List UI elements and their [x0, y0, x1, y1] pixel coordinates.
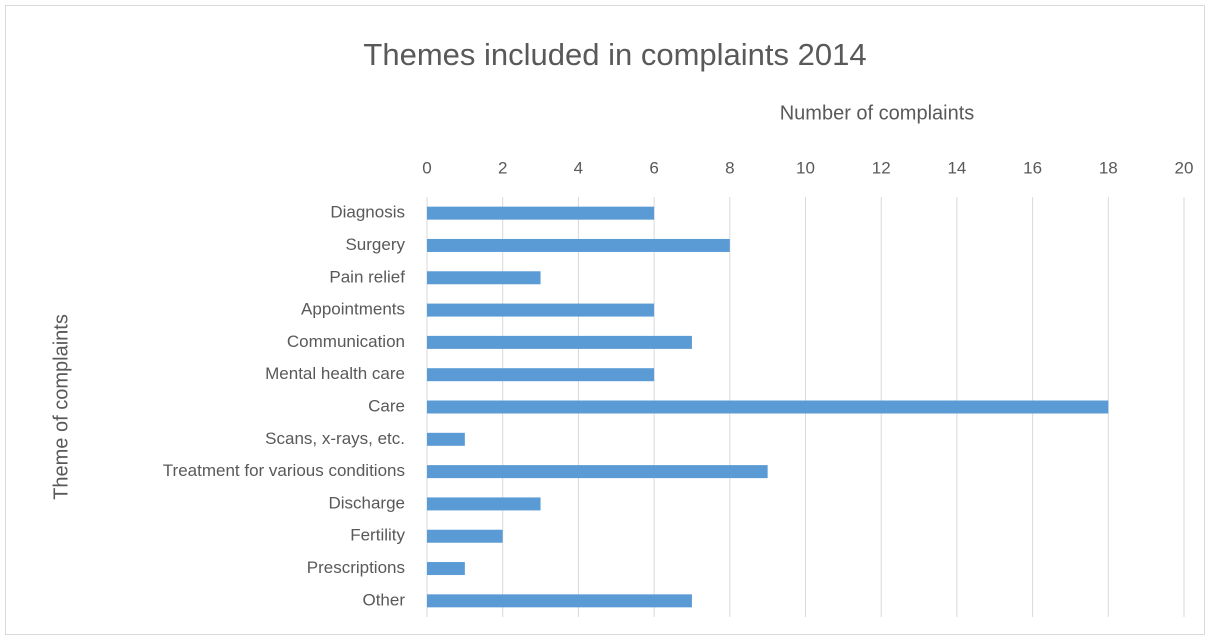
bar — [427, 562, 465, 576]
bar — [427, 238, 730, 252]
bar — [427, 303, 655, 317]
x-tick-label: 8 — [725, 158, 734, 177]
y-tick-label: Mental health care — [265, 364, 405, 383]
bar — [427, 206, 655, 220]
y-tick-label: Care — [368, 396, 405, 415]
x-axis-label: Number of complaints — [780, 102, 975, 124]
bar — [427, 465, 768, 479]
y-tick-label: Fertility — [350, 526, 405, 545]
y-tick-label: Communication — [287, 332, 405, 351]
bar — [427, 368, 655, 382]
y-tick-label: Other — [362, 590, 405, 609]
bar — [427, 497, 541, 511]
x-tick-label: 18 — [1099, 158, 1118, 177]
x-tick-label: 4 — [574, 158, 583, 177]
y-tick-label: Appointments — [301, 300, 405, 319]
y-tick-label: Diagnosis — [330, 203, 405, 222]
y-tick-label: Scans, x-rays, etc. — [265, 429, 405, 448]
x-tick-label: 6 — [649, 158, 658, 177]
y-tick-label: Prescriptions — [307, 558, 405, 577]
x-tick-label: 14 — [947, 158, 966, 177]
bar — [427, 271, 541, 285]
x-tick-label: 2 — [498, 158, 507, 177]
y-tick-label: Surgery — [345, 235, 405, 254]
y-tick-label: Discharge — [328, 493, 405, 512]
x-tick-label: 0 — [422, 158, 431, 177]
bar — [427, 529, 503, 543]
x-tick-label: 16 — [1023, 158, 1042, 177]
y-axis-label: Theme of complaints — [50, 314, 72, 500]
x-tick-label: 20 — [1175, 158, 1194, 177]
bar — [427, 432, 465, 446]
chart-title: Themes included in complaints 2014 — [363, 37, 866, 72]
chart-border — [5, 5, 1205, 635]
x-tick-label: 10 — [796, 158, 815, 177]
bar — [427, 594, 692, 608]
bar — [427, 400, 1109, 414]
x-tick-label: 12 — [872, 158, 891, 177]
y-tick-label: Treatment for various conditions — [163, 461, 405, 480]
bar — [427, 335, 692, 349]
y-tick-label: Pain relief — [329, 267, 405, 286]
